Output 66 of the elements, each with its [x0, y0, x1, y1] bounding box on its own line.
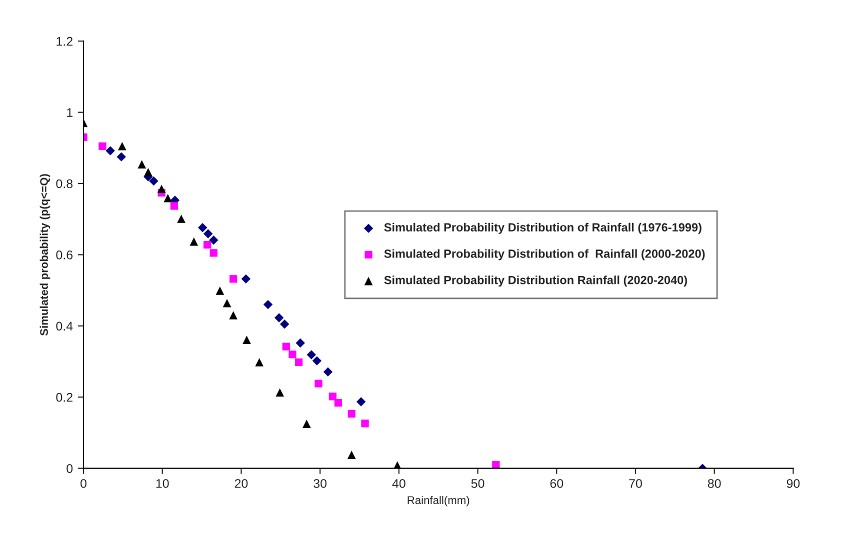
point — [190, 237, 198, 246]
point — [170, 202, 178, 210]
point — [138, 160, 146, 168]
point — [216, 286, 224, 295]
x-tick-label: 70 — [629, 479, 642, 488]
x-tick-label: 20 — [234, 479, 248, 488]
point — [241, 274, 251, 284]
point — [334, 399, 342, 407]
x-tick-label: 60 — [550, 479, 564, 488]
x-tick-label: 30 — [314, 479, 327, 488]
point — [328, 392, 336, 400]
point — [288, 350, 296, 358]
point — [106, 146, 115, 156]
y-tick-label: 0.6 — [56, 250, 73, 260]
point — [209, 236, 218, 245]
y-tick-label: 1 — [67, 108, 72, 117]
point — [210, 249, 218, 257]
point — [294, 358, 303, 366]
point — [348, 410, 356, 418]
point — [274, 313, 284, 322]
point — [149, 176, 158, 186]
y-tick-label: 0.8 — [56, 179, 73, 188]
legend-label: Simulated Probability Distribution Rainfall (2020-2040) — [384, 276, 687, 287]
point — [302, 420, 311, 428]
point — [177, 214, 186, 223]
point — [164, 194, 172, 202]
point — [306, 350, 316, 360]
x-tick-label: 10 — [156, 479, 169, 488]
x-tick-label: 50 — [471, 479, 484, 488]
point — [312, 356, 322, 366]
point — [347, 450, 356, 459]
x-axis-title: Rainfall(mm) — [408, 496, 470, 506]
y-tick-label: 0 — [66, 464, 73, 473]
y-axis-title: Simulated probability (p(q<=Q) — [40, 174, 50, 336]
point — [116, 152, 126, 162]
point — [356, 397, 366, 406]
point — [222, 298, 232, 308]
point — [198, 223, 208, 232]
point — [204, 240, 212, 249]
y-tick-label: 0.2 — [56, 392, 72, 402]
point — [282, 342, 290, 350]
point — [229, 311, 238, 320]
x-tick-label: 0 — [80, 479, 86, 488]
y-tick-label: 0.4 — [56, 322, 73, 331]
x-tick-label: 90 — [786, 479, 800, 488]
point — [118, 142, 126, 150]
point — [280, 320, 290, 329]
point — [492, 460, 500, 468]
point — [255, 358, 264, 366]
x-tick-label: 80 — [708, 479, 721, 488]
x-tick-label: 40 — [392, 479, 406, 488]
point — [276, 388, 284, 397]
point — [157, 184, 166, 194]
point — [98, 142, 106, 150]
point — [323, 367, 333, 376]
legend-label: Simulated Probability Distribution of Rainfall (1976-1999) — [384, 222, 702, 234]
point — [203, 229, 213, 238]
point — [144, 168, 152, 176]
point — [361, 420, 369, 428]
point — [242, 336, 251, 344]
y-tick-label: 1.2 — [56, 36, 72, 46]
point — [230, 275, 238, 283]
point — [296, 338, 305, 348]
point — [263, 300, 273, 310]
legend-label: Simulated Probability Distribution of Rainfall (2000-2020) — [384, 249, 705, 260]
point — [314, 380, 322, 388]
